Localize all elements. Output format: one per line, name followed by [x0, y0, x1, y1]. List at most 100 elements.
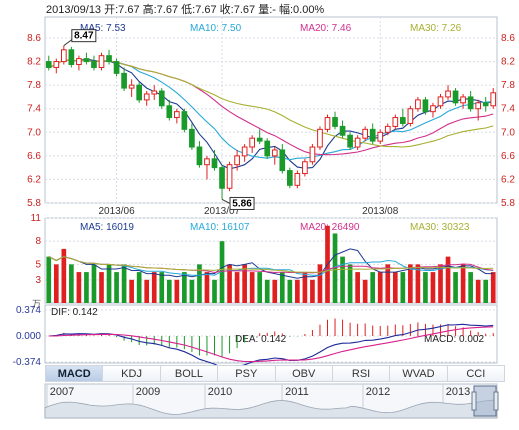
tab-kdj[interactable]: KDJ: [103, 365, 161, 382]
candle-body: [347, 134, 353, 148]
volume-panel: 11 8 5 3 万 MA5: 16019 MA10: 16107 MA20: 26490 MA…: [31, 213, 498, 309]
volume-bar: [234, 272, 240, 303]
price-tick-left: 6.2: [27, 174, 41, 185]
price-tick-right: 5.8: [501, 198, 515, 209]
candle-body: [392, 117, 399, 127]
candle-body: [249, 137, 256, 148]
overview-panel: 2007 2009 2010 2011 2012 2013: [44, 383, 499, 419]
candle-body: [377, 131, 384, 142]
overview-handle-right: [493, 391, 499, 411]
indicator-tabs: MACD KDJ BOLL PSY OBV RSI WVAD CCI: [45, 365, 505, 382]
candle-body: [384, 125, 391, 133]
date-tick: 2013/07: [204, 206, 241, 217]
volume-bar: [69, 264, 74, 303]
volume-unit: 万: [32, 299, 41, 309]
volume-ma-legend: MA5: 16019: [80, 222, 134, 233]
volume-bar: [430, 272, 436, 303]
volume-bar: [151, 272, 157, 303]
volume-ma-legend: MA20: 26490: [300, 222, 360, 233]
candle-body: [53, 61, 60, 68]
volume-bar: [310, 279, 315, 303]
volume-bar: [242, 264, 247, 303]
tab-rsi[interactable]: RSI: [332, 365, 391, 382]
candle-body: [422, 99, 429, 113]
candle-body: [234, 155, 240, 166]
volume-ma30-line: [48, 256, 494, 273]
volume-bar: [264, 279, 270, 303]
date-tick: 2013/06: [98, 206, 135, 217]
overview-sparkline: [44, 399, 498, 419]
volume-bar: [302, 272, 308, 303]
macd-tick: 0.000: [16, 331, 41, 342]
volume-bar: [106, 264, 112, 303]
candle-body: [98, 55, 105, 68]
candle-body: [241, 146, 248, 157]
high-marker-box: [71, 29, 97, 43]
price-tick-left: 7.4: [27, 104, 41, 115]
candle-body: [151, 90, 158, 95]
macd-tick: 0.374: [16, 305, 41, 316]
volume-bar: [197, 264, 202, 303]
tab-psy[interactable]: PSY: [218, 365, 276, 382]
tab-wvad[interactable]: WVAD: [390, 365, 448, 382]
candle-body: [460, 96, 466, 104]
price-tick-right: 7.8: [501, 80, 515, 91]
price-tick-right: 6.6: [501, 151, 515, 162]
overview-year: 2009: [136, 386, 160, 398]
price-tick-left: 7.8: [27, 80, 41, 91]
price-tick-right: 7.0: [501, 127, 515, 138]
volume-ma10-line: [48, 256, 494, 276]
tab-macd[interactable]: MACD: [45, 365, 104, 382]
price-ma-legend: MA5: 7.53: [80, 23, 126, 34]
candle-body: [482, 102, 489, 107]
candle-body: [445, 90, 451, 98]
overview-year: 2011: [285, 386, 309, 398]
volume-bar: [182, 272, 187, 303]
volume-bar: [174, 279, 180, 303]
price-ma-legend: MA10: 7.50: [190, 23, 242, 34]
candle-body: [121, 72, 127, 89]
quote-line: 2013/09/13 开:7.67 高:7.67 低:7.67 收:7.67 量…: [46, 4, 325, 16]
candle-body: [354, 137, 361, 148]
volume-bar: [84, 272, 89, 303]
volume-bar: [136, 272, 142, 303]
candle-body: [467, 96, 474, 110]
price-tick-right: 6.2: [501, 174, 515, 185]
candle-body: [302, 161, 308, 175]
tab-obv[interactable]: OBV: [275, 365, 333, 382]
dif-label: DIF: 0.142: [51, 307, 98, 318]
price-tick-right: 8.2: [501, 57, 515, 68]
macd-frame: [44, 304, 498, 364]
volume-bar: [144, 279, 150, 303]
tab-boll[interactable]: BOLL: [160, 365, 219, 382]
price-tick-right: 7.4: [501, 104, 515, 115]
candle-body: [128, 84, 135, 89]
volume-tick: 5: [35, 259, 41, 270]
volume-ma-legend: MA10: 16107: [190, 222, 250, 233]
tab-cci[interactable]: CCI: [447, 365, 505, 382]
volume-bar: [370, 272, 376, 303]
volume-bar: [340, 256, 345, 303]
volume-bar: [249, 272, 255, 303]
candle-body: [286, 170, 293, 186]
volume-bar: [91, 264, 97, 303]
candle-body: [317, 128, 323, 148]
candle-body: [294, 173, 301, 186]
candle-body: [407, 108, 414, 124]
price-panel: 8.6 8.6 8.2 8.2 7.8 7.8 7.4 7.4 7.0 7.0 6.6 6.6 6.2 6…: [27, 16, 515, 217]
volume-bar: [475, 279, 481, 303]
volume-bar: [257, 272, 263, 303]
volume-bar: [61, 248, 67, 303]
low-marker-line: [221, 199, 231, 204]
volume-bar: [445, 256, 451, 303]
volume-ma-legend: MA30: 30323: [410, 222, 470, 233]
candle-body: [181, 111, 188, 130]
candle-body: [362, 128, 369, 139]
volume-bar: [219, 241, 225, 303]
volume-bar: [317, 264, 323, 303]
volume-bar: [212, 279, 217, 303]
macd-label: MACD: 0.002: [424, 334, 484, 345]
price-ma-legend: MA30: 7.26: [410, 23, 462, 34]
volume-frame: [44, 217, 498, 304]
